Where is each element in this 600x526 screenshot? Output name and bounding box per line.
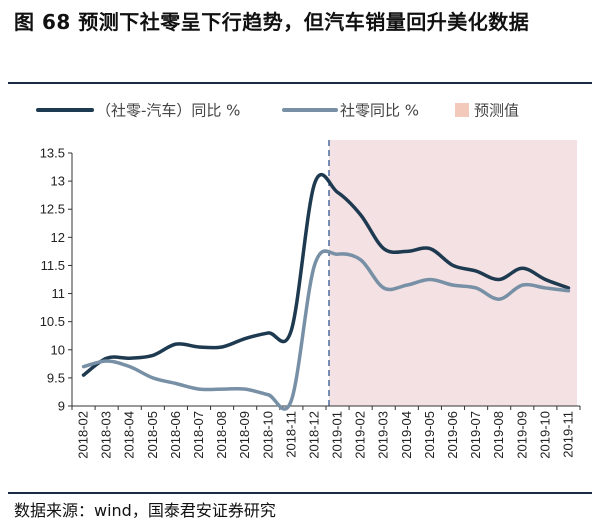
x-tick-label: 2019-07 [468,411,483,459]
source-note: 数据来源：wind，国泰君安证券研究 [14,501,276,520]
x-tick-label: 2019-01 [330,411,345,459]
y-tick-label: 10.5 [40,314,65,329]
forecast-region [329,140,577,406]
x-tick-label: 2019-03 [376,411,391,459]
x-tick-label: 2019-02 [353,411,368,459]
x-tick-label: 2018-12 [306,411,321,459]
x-tick-label: 2019-05 [422,411,437,459]
x-tick-label: 2018-07 [191,411,206,459]
line-chart: 9 9.5 10 10.5 11 11.5 12 12.5 13 13.5 2018-02 2018-… [36,102,581,459]
legend-label-series-1: （社零-汽车）同比 % [96,102,240,120]
legend-label-forecast: 预测值 [474,102,519,120]
x-tick-label: 2019-10 [537,411,552,459]
x-tick-label: 2018-11 [283,411,298,458]
figure-title: 图 68 预测下社零呈下行趋势，但汽车销量回升美化数据 [14,10,530,34]
title-divider [8,82,592,84]
y-tick-label: 10 [51,342,65,357]
y-tick-label: 12.5 [40,202,65,217]
x-tick-label: 2019-09 [514,411,529,459]
legend-swatch-forecast [455,103,469,117]
x-tick-label: 2018-09 [237,411,252,459]
y-tick-label: 13.5 [40,146,65,161]
x-tick-label: 2019-06 [445,411,460,459]
y-tick-label: 12 [51,230,65,245]
x-tick-label: 2019-11 [560,411,575,458]
x-tick-label: 2019-04 [399,411,414,459]
x-tick-label: 2018-02 [76,411,91,459]
source-divider [8,492,592,494]
y-tick-label: 9.5 [47,370,65,385]
x-tick-label: 2018-08 [214,411,229,459]
x-tick-label: 2018-06 [168,411,183,459]
x-tick-label: 2018-10 [260,411,275,459]
x-tick-label: 2019-08 [491,411,506,459]
x-tick-label: 2018-04 [122,411,137,459]
x-tick-label: 2018-05 [145,411,160,459]
x-tick-label: 2018-03 [99,411,114,459]
series-line-1 [81,173,571,377]
y-tick-label: 9 [58,399,65,414]
series-line-2 [81,249,571,411]
legend-label-series-2: 社零同比 % [340,102,419,120]
y-tick-label: 11.5 [41,258,65,273]
y-tick-label: 11 [52,286,66,301]
y-tick-label: 13 [51,174,65,189]
